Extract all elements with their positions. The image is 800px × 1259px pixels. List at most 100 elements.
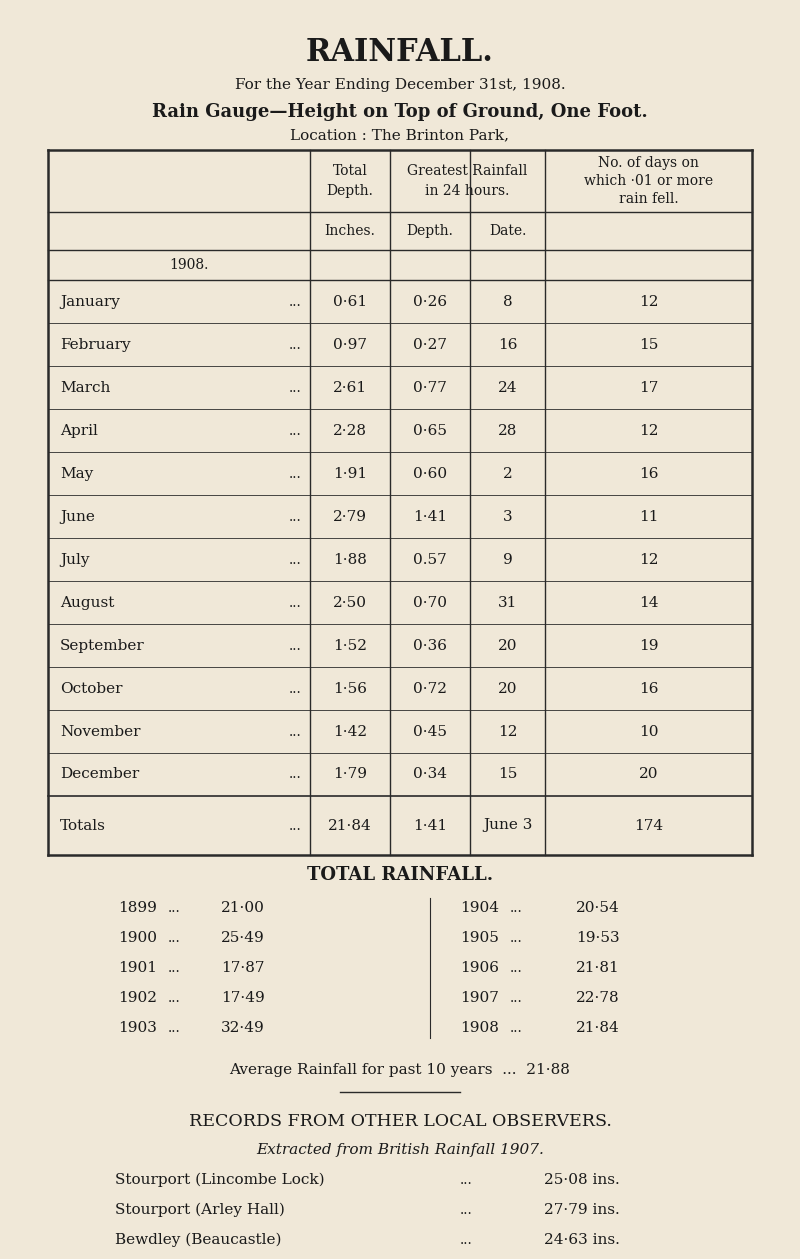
Text: December: December [60,768,139,782]
Text: August: August [60,596,114,609]
Text: 21·84: 21·84 [576,1021,620,1035]
Text: 16: 16 [638,467,658,481]
Text: 1902: 1902 [118,991,157,1005]
Text: 25·49: 25·49 [222,930,265,946]
Text: Bewdley (Beaucastle): Bewdley (Beaucastle) [115,1233,282,1248]
Text: ...: ... [510,1021,522,1035]
Text: ...: ... [290,467,302,481]
Text: ...: ... [290,768,302,782]
Text: ...: ... [168,961,181,974]
Text: 0·45: 0·45 [413,724,447,739]
Text: June: June [60,510,95,524]
Text: 32·49: 32·49 [222,1021,265,1035]
Text: ...: ... [460,1233,473,1246]
Text: 20: 20 [638,768,658,782]
Text: 2: 2 [502,467,512,481]
Text: Extracted from British Rainfall 1907.: Extracted from British Rainfall 1907. [256,1143,544,1157]
Text: 0·70: 0·70 [413,596,447,609]
Text: 1·41: 1·41 [413,818,447,832]
Text: ...: ... [290,423,302,437]
Text: ...: ... [510,991,522,1005]
Text: 21·81: 21·81 [576,961,620,974]
Text: ...: ... [168,901,181,915]
Text: May: May [60,467,94,481]
Text: For the Year Ending December 31st, 1908.: For the Year Ending December 31st, 1908. [234,78,566,92]
Text: July: July [60,553,90,567]
Text: June 3: June 3 [483,818,532,832]
Text: RAINFALL.: RAINFALL. [306,37,494,68]
Text: 31: 31 [498,596,517,609]
Text: 15: 15 [498,768,517,782]
Text: 1904: 1904 [460,901,499,915]
Text: 28: 28 [498,423,517,437]
Text: 27·79 ins.: 27·79 ins. [544,1204,620,1217]
Text: 1906: 1906 [460,961,499,974]
Text: 1899: 1899 [118,901,157,915]
Text: September: September [60,638,145,652]
Text: 2·50: 2·50 [333,596,367,609]
Text: Totals: Totals [60,818,106,832]
Text: ...: ... [168,1021,181,1035]
Text: 1907: 1907 [460,991,499,1005]
Text: November: November [60,724,141,739]
Text: 0·72: 0·72 [413,681,447,695]
Text: 1901: 1901 [118,961,157,974]
Text: 1·88: 1·88 [333,553,367,567]
Text: 0·27: 0·27 [413,337,447,351]
Text: 17: 17 [639,380,658,394]
Text: 0·65: 0·65 [413,423,447,437]
Text: ...: ... [510,961,522,974]
Text: 174: 174 [634,818,663,832]
Text: Average Rainfall for past 10 years  ...  21·88: Average Rainfall for past 10 years ... 2… [230,1063,570,1076]
Text: 25·08 ins.: 25·08 ins. [544,1173,620,1187]
Text: 21·84: 21·84 [328,818,372,832]
Text: 1·56: 1·56 [333,681,367,695]
Text: Rain Gauge—Height on Top of Ground, One Foot.: Rain Gauge—Height on Top of Ground, One … [152,103,648,121]
Text: Total
Depth.: Total Depth. [326,164,374,198]
Text: ...: ... [290,596,302,609]
Text: 14: 14 [638,596,658,609]
Text: 20: 20 [498,638,518,652]
Text: 11: 11 [638,510,658,524]
Text: No. of days on
which ·01 or more
rain fell.: No. of days on which ·01 or more rain fe… [584,156,713,206]
Text: February: February [60,337,130,351]
Text: ...: ... [290,724,302,739]
Text: 0·61: 0·61 [333,295,367,308]
Text: TOTAL RAINFALL.: TOTAL RAINFALL. [307,866,493,884]
Text: ...: ... [290,818,302,832]
Text: 0·97: 0·97 [333,337,367,351]
Text: ...: ... [168,991,181,1005]
Text: Greatest Rainfall
in 24 hours.: Greatest Rainfall in 24 hours. [407,164,528,198]
Text: 19·53: 19·53 [576,930,620,946]
Text: ...: ... [510,901,522,915]
Text: 20·54: 20·54 [576,901,620,915]
Text: ...: ... [168,930,181,946]
Text: Depth.: Depth. [406,224,454,238]
Text: ...: ... [290,638,302,652]
Text: Stourport (Arley Hall): Stourport (Arley Hall) [115,1202,285,1217]
Text: ...: ... [460,1173,473,1187]
Text: ...: ... [290,681,302,695]
Text: 24·63 ins.: 24·63 ins. [544,1233,620,1246]
Text: 3: 3 [502,510,512,524]
Text: 2·28: 2·28 [333,423,367,437]
Text: ...: ... [290,553,302,567]
Text: 17·87: 17·87 [222,961,265,974]
Text: 24: 24 [498,380,518,394]
Text: March: March [60,380,110,394]
Text: October: October [60,681,122,695]
Text: 1·79: 1·79 [333,768,367,782]
Text: 16: 16 [638,681,658,695]
Text: 20: 20 [498,681,518,695]
Text: 0·26: 0·26 [413,295,447,308]
Text: Date.: Date. [489,224,526,238]
Text: 1·91: 1·91 [333,467,367,481]
Text: 0·36: 0·36 [413,638,447,652]
Text: 9: 9 [502,553,512,567]
Text: 15: 15 [639,337,658,351]
Text: 1903: 1903 [118,1021,157,1035]
Text: 16: 16 [498,337,518,351]
Text: 12: 12 [638,553,658,567]
Text: ...: ... [460,1204,473,1217]
Text: 12: 12 [498,724,518,739]
